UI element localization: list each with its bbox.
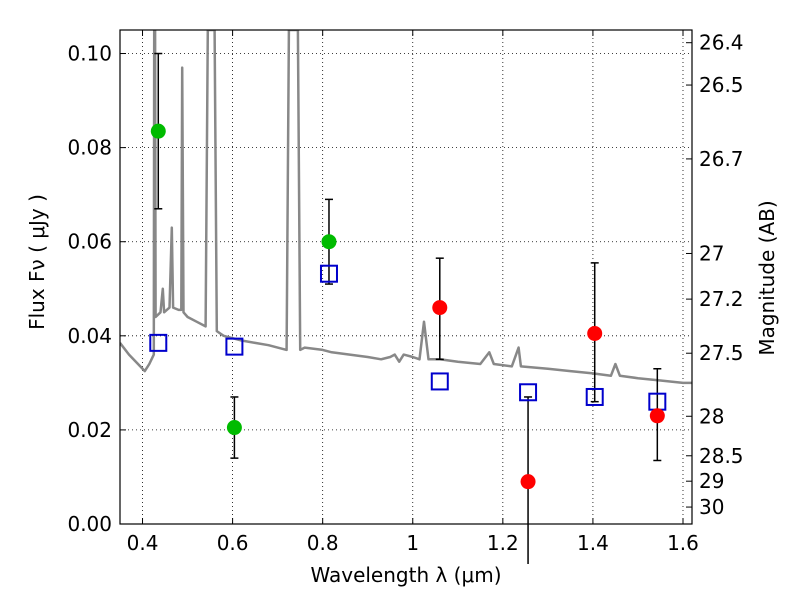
x-tick-label: 1.6 [667,531,699,555]
x-tick-label: 0.4 [127,531,159,555]
circle-marker [649,408,665,424]
y-tick-label: 0.02 [67,418,112,442]
circle-marker [432,300,448,316]
x-tick-label: 0.8 [307,531,339,555]
y2-axis-label: Magnitude (AB) [755,200,779,355]
x-tick-label: 1.2 [487,531,519,555]
circle-marker [321,234,337,250]
x-tick-label: 1 [406,531,419,555]
x-axis-ticks: 0.4 0.6 0.8 1 1.2 1.4 1.6 [127,30,699,555]
x-axis-label: Wavelength λ (μm) [310,563,501,587]
y2-tick-label: 28.5 [699,444,744,468]
y-tick-label: 0.10 [67,42,112,66]
y2-tick-label: 27.5 [699,341,744,365]
plot-frame [119,29,693,525]
y2-tick-label: 27.2 [699,287,744,311]
x-tick-label: 1.4 [577,531,609,555]
y2-tick-label: 29 [699,469,724,493]
y-axis-ticks: 0.00 0.02 0.04 0.06 0.08 0.10 [67,42,126,536]
square-marker [585,387,604,406]
square-marker [149,333,168,352]
y2-tick-label: 30 [699,495,724,519]
y-tick-label: 0.00 [67,512,112,536]
y2-tick-label: 27 [699,241,724,265]
y-tick-label: 0.08 [67,136,112,160]
y2-tick-label: 26.7 [699,147,744,171]
y-tick-label: 0.06 [67,230,112,254]
square-marker [319,264,338,283]
square-marker [225,337,244,356]
square-marker [430,372,449,391]
circle-marker [587,325,603,341]
circle-marker [150,123,166,139]
plot-area [120,30,692,385]
circle-marker [226,420,242,436]
circle-marker [520,474,536,490]
y-axis-label: Flux Fν ( μJy ) [25,194,49,330]
square-marker [519,383,538,402]
y2-tick-label: 26.5 [699,73,744,97]
spectrum-line [120,30,692,385]
y2-tick-label: 26.4 [699,31,744,55]
x-tick-label: 0.6 [217,531,249,555]
data-markers [149,123,667,490]
y2-tick-label: 28 [699,404,724,428]
y-tick-label: 0.04 [67,324,112,348]
